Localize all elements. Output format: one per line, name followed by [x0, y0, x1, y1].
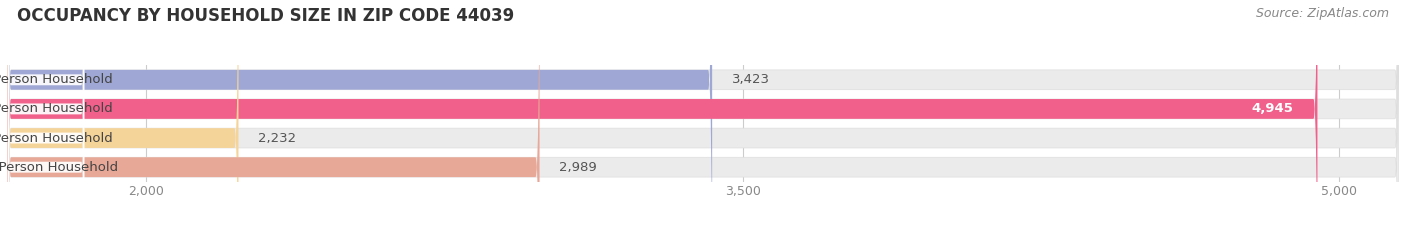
FancyBboxPatch shape [7, 0, 1399, 233]
Text: 2,232: 2,232 [259, 132, 297, 144]
Text: 3,423: 3,423 [733, 73, 770, 86]
Text: OCCUPANCY BY HOUSEHOLD SIZE IN ZIP CODE 44039: OCCUPANCY BY HOUSEHOLD SIZE IN ZIP CODE … [17, 7, 515, 25]
FancyBboxPatch shape [8, 0, 84, 233]
FancyBboxPatch shape [8, 0, 84, 233]
FancyBboxPatch shape [8, 0, 84, 233]
Text: 4,945: 4,945 [1251, 103, 1294, 115]
FancyBboxPatch shape [7, 0, 239, 233]
Text: 1-Person Household: 1-Person Household [0, 73, 112, 86]
FancyBboxPatch shape [7, 0, 540, 233]
FancyBboxPatch shape [8, 0, 84, 233]
Text: 3-Person Household: 3-Person Household [0, 132, 112, 144]
FancyBboxPatch shape [7, 0, 1399, 233]
FancyBboxPatch shape [7, 0, 1317, 233]
Text: 2-Person Household: 2-Person Household [0, 103, 112, 115]
Text: 2,989: 2,989 [560, 161, 598, 174]
FancyBboxPatch shape [7, 0, 1399, 233]
FancyBboxPatch shape [7, 0, 713, 233]
Text: Source: ZipAtlas.com: Source: ZipAtlas.com [1256, 7, 1389, 20]
Text: 4+ Person Household: 4+ Person Household [0, 161, 118, 174]
FancyBboxPatch shape [7, 0, 1399, 233]
